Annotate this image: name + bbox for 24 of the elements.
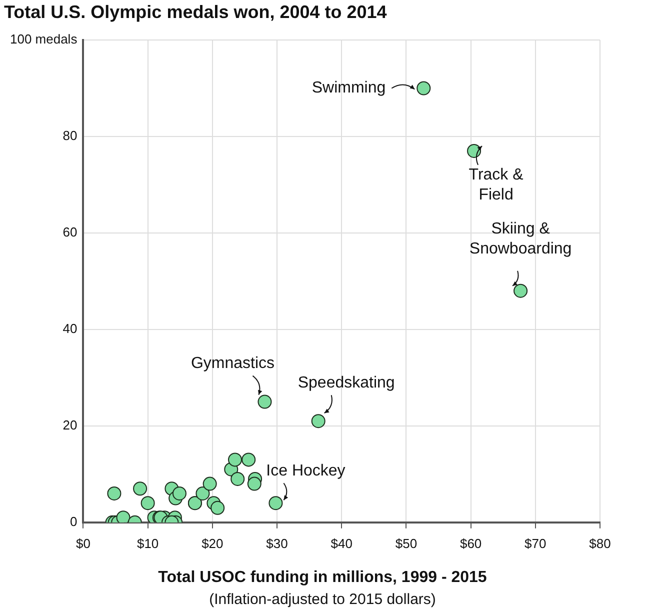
chart-title: Total U.S. Olympic medals won, 2004 to 2014 <box>4 2 387 23</box>
y-tick-label: 0 <box>70 514 78 529</box>
x-tick-label: $80 <box>589 536 611 551</box>
x-tick-label: $0 <box>76 536 90 551</box>
x-tick-label: $30 <box>266 536 288 551</box>
text: (Inflation-adjusted to 2015 dollars) <box>208 591 437 608</box>
x-tick-label: $70 <box>524 536 546 551</box>
x-tick-label: $60 <box>460 536 482 551</box>
annotation: Speedskating <box>298 374 395 392</box>
annotation: Gymnastics <box>190 355 275 372</box>
y-tick-label: 100 medals <box>10 32 78 47</box>
y-tick-label: 80 <box>62 128 78 144</box>
x-tick-label: $10 <box>136 536 159 551</box>
y-tick-label: 20 <box>62 418 78 432</box>
y-tick-label: 60 <box>62 224 78 240</box>
annotation: Ice Hockey <box>266 462 346 480</box>
annotation: Track & Field <box>468 166 524 204</box>
annotation: Skiing & Snowboarding <box>469 220 572 258</box>
x-tick-label: $20 <box>202 536 224 551</box>
y-tick-label: 40 <box>62 321 78 336</box>
x-axis-title: Total USOC funding in millions, 1999 - 2015 <box>157 569 488 587</box>
x-tick-label: $50 <box>395 536 418 551</box>
x-tick-label: $40 <box>330 536 352 551</box>
annotation: Swimming <box>312 80 386 97</box>
